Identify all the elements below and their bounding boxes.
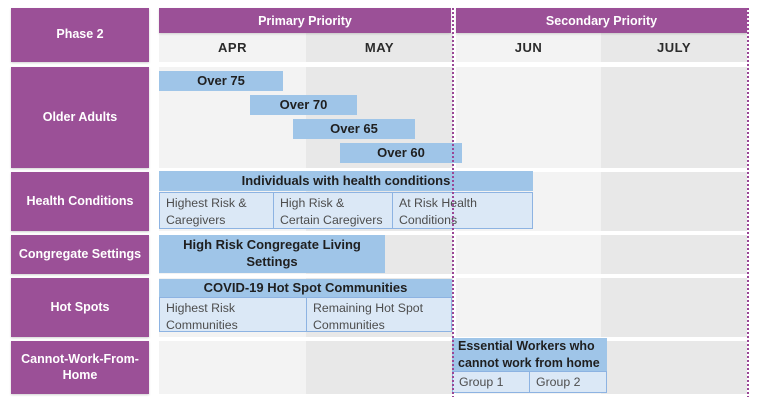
timeline-end-dotted-line (747, 8, 749, 397)
subbox-at-risk-health-conditions: At Risk Health Conditions (392, 192, 533, 229)
subbox-remaining-hot-spot-communities: Remaining Hot Spot Communities (306, 297, 452, 332)
row-label-hot-spots: Hot Spots (11, 278, 149, 337)
row-label-cannot-work-from-home: Cannot-Work-From-Home (11, 341, 149, 394)
secondary-priority-band: Secondary Priority (456, 8, 747, 33)
subbox-group-2: Group 2 (529, 371, 607, 393)
secondary-priority-label: Secondary Priority (545, 13, 658, 28)
primary-priority-band: Primary Priority (159, 8, 451, 33)
bar-essential-workers: Essential Workers who cannot work from h… (452, 338, 607, 371)
month-apr: APR (218, 40, 247, 55)
month-jun: JUN (514, 40, 543, 55)
row-label-health-conditions: Health Conditions (11, 172, 149, 231)
bar-over-75: Over 75 (159, 71, 283, 91)
month-may: MAY (364, 40, 395, 55)
subbox-highest-risk-caregivers: Highest Risk & Caregivers (159, 192, 274, 229)
subbox-group-1: Group 1 (452, 371, 530, 393)
bar-over-70: Over 70 (250, 95, 357, 115)
bar-covid-hot-spot-communities: COVID-19 Hot Spot Communities (159, 279, 452, 297)
bar-over-60: Over 60 (340, 143, 462, 163)
row-label-congregate-settings: Congregate Settings (11, 235, 149, 274)
row-label-phase-2: Phase 2 (11, 8, 149, 62)
column-stripe-july (601, 33, 747, 394)
row-label-older-adults: Older Adults (11, 67, 149, 168)
subbox-highest-risk-communities: Highest Risk Communities (159, 297, 307, 332)
primary-priority-label: Primary Priority (258, 13, 352, 28)
bar-high-risk-congregate-living: High Risk Congregate Living Settings (159, 235, 385, 273)
bar-individuals-health-conditions: Individuals with health conditions (159, 171, 533, 191)
month-july: JULY (656, 40, 692, 55)
primary-secondary-divider-dotted-line (452, 8, 454, 397)
bar-over-65: Over 65 (293, 119, 415, 139)
subbox-high-risk-certain-caregivers: High Risk & Certain Caregivers (273, 192, 393, 229)
